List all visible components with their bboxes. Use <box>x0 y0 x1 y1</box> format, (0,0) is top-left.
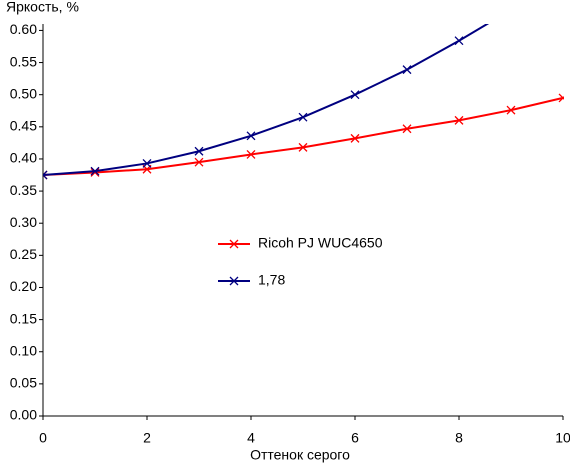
marker <box>43 170 48 180</box>
marker <box>558 93 564 103</box>
y-tick-label: 0.25 <box>10 246 37 262</box>
x-tick-label: 4 <box>247 430 255 446</box>
x-tick-label: 8 <box>455 430 463 446</box>
y-tick-label: 0.35 <box>10 182 37 198</box>
marker <box>402 124 412 134</box>
plot-area <box>43 6 564 180</box>
series-line <box>43 96 564 177</box>
y-tick-label: 0.55 <box>10 53 37 69</box>
marker <box>402 65 412 75</box>
y-tick-label: 0.15 <box>10 310 37 326</box>
legend-label: 1,78 <box>258 272 285 288</box>
marker <box>194 157 204 167</box>
marker <box>298 112 308 122</box>
marker <box>350 90 360 100</box>
series-line <box>43 24 490 177</box>
x-tick-label: 2 <box>143 430 151 446</box>
x-tick-label: 0 <box>39 430 47 446</box>
marker <box>506 105 516 115</box>
marker <box>298 142 308 152</box>
marker <box>229 276 239 286</box>
marker <box>90 166 100 176</box>
marker <box>194 146 204 156</box>
y-tick-label: 0.50 <box>10 85 37 101</box>
y-tick-label: 0.00 <box>10 407 37 423</box>
y-tick-label: 0.20 <box>10 278 37 294</box>
marker <box>229 239 239 249</box>
marker <box>246 149 256 159</box>
y-tick-label: 0.05 <box>10 375 37 391</box>
marker <box>454 36 464 46</box>
y-tick-label: 0.60 <box>10 21 37 37</box>
y-tick-label: 0.10 <box>10 342 37 358</box>
y-tick-label: 0.45 <box>10 118 37 134</box>
marker <box>246 131 256 141</box>
marker <box>142 158 152 168</box>
x-axis-label: Оттенок серого <box>250 447 350 463</box>
chart-title: Яркость, % <box>6 0 79 15</box>
x-tick-label: 10 <box>555 430 570 446</box>
marker <box>507 6 515 14</box>
marker <box>350 133 360 143</box>
marker <box>454 115 464 125</box>
x-tick-label: 6 <box>351 430 359 446</box>
y-tick-label: 0.40 <box>10 150 37 166</box>
legend-label: Ricoh PJ WUC4650 <box>258 235 383 251</box>
y-tick-label: 0.30 <box>10 214 37 230</box>
